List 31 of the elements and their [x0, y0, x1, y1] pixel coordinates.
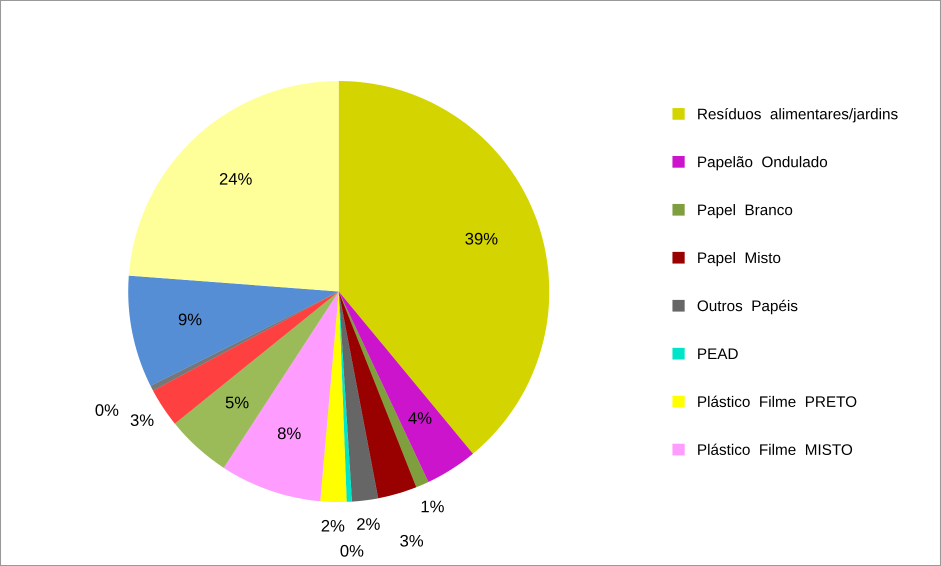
pie-slice [128, 80, 339, 292]
data-label: 3% [130, 414, 154, 426]
data-label: 1% [422, 500, 444, 512]
data-label: 4% [408, 412, 432, 424]
data-label: 5% [226, 396, 249, 408]
legend-label: Papelão Ondulado [698, 156, 828, 170]
pie-slice [320, 291, 347, 502]
data-label: 9% [178, 314, 202, 326]
legend-label: Papel Branco [698, 204, 792, 218]
legend-label: Plástico Filme PRETO [698, 396, 856, 408]
data-label: 3% [400, 534, 424, 547]
legend-label: Papel Misto [698, 252, 780, 266]
legend-label: Outros Papéis [698, 300, 798, 314]
data-label: 39% [465, 232, 498, 245]
legend-label: PEAD [698, 348, 738, 359]
data-label: 0% [95, 404, 118, 416]
pie-slice [152, 291, 339, 424]
data-label: 24% [220, 173, 252, 185]
data-label: 2% [322, 520, 344, 532]
pie-slice [338, 80, 550, 454]
legend-label: Resíduos alimentares/jardins [698, 108, 898, 122]
pie-slice [338, 291, 378, 502]
pie-slice [338, 291, 473, 482]
legend-label: Plástico Filme MISTO [698, 444, 852, 456]
data-label: 0% [340, 544, 364, 557]
pie-slice [150, 291, 339, 391]
pie-slice [224, 291, 339, 502]
pie-slice [174, 291, 339, 468]
pie-slice [128, 276, 339, 386]
data-label: 8% [278, 427, 301, 440]
data-label: 2% [357, 518, 380, 530]
